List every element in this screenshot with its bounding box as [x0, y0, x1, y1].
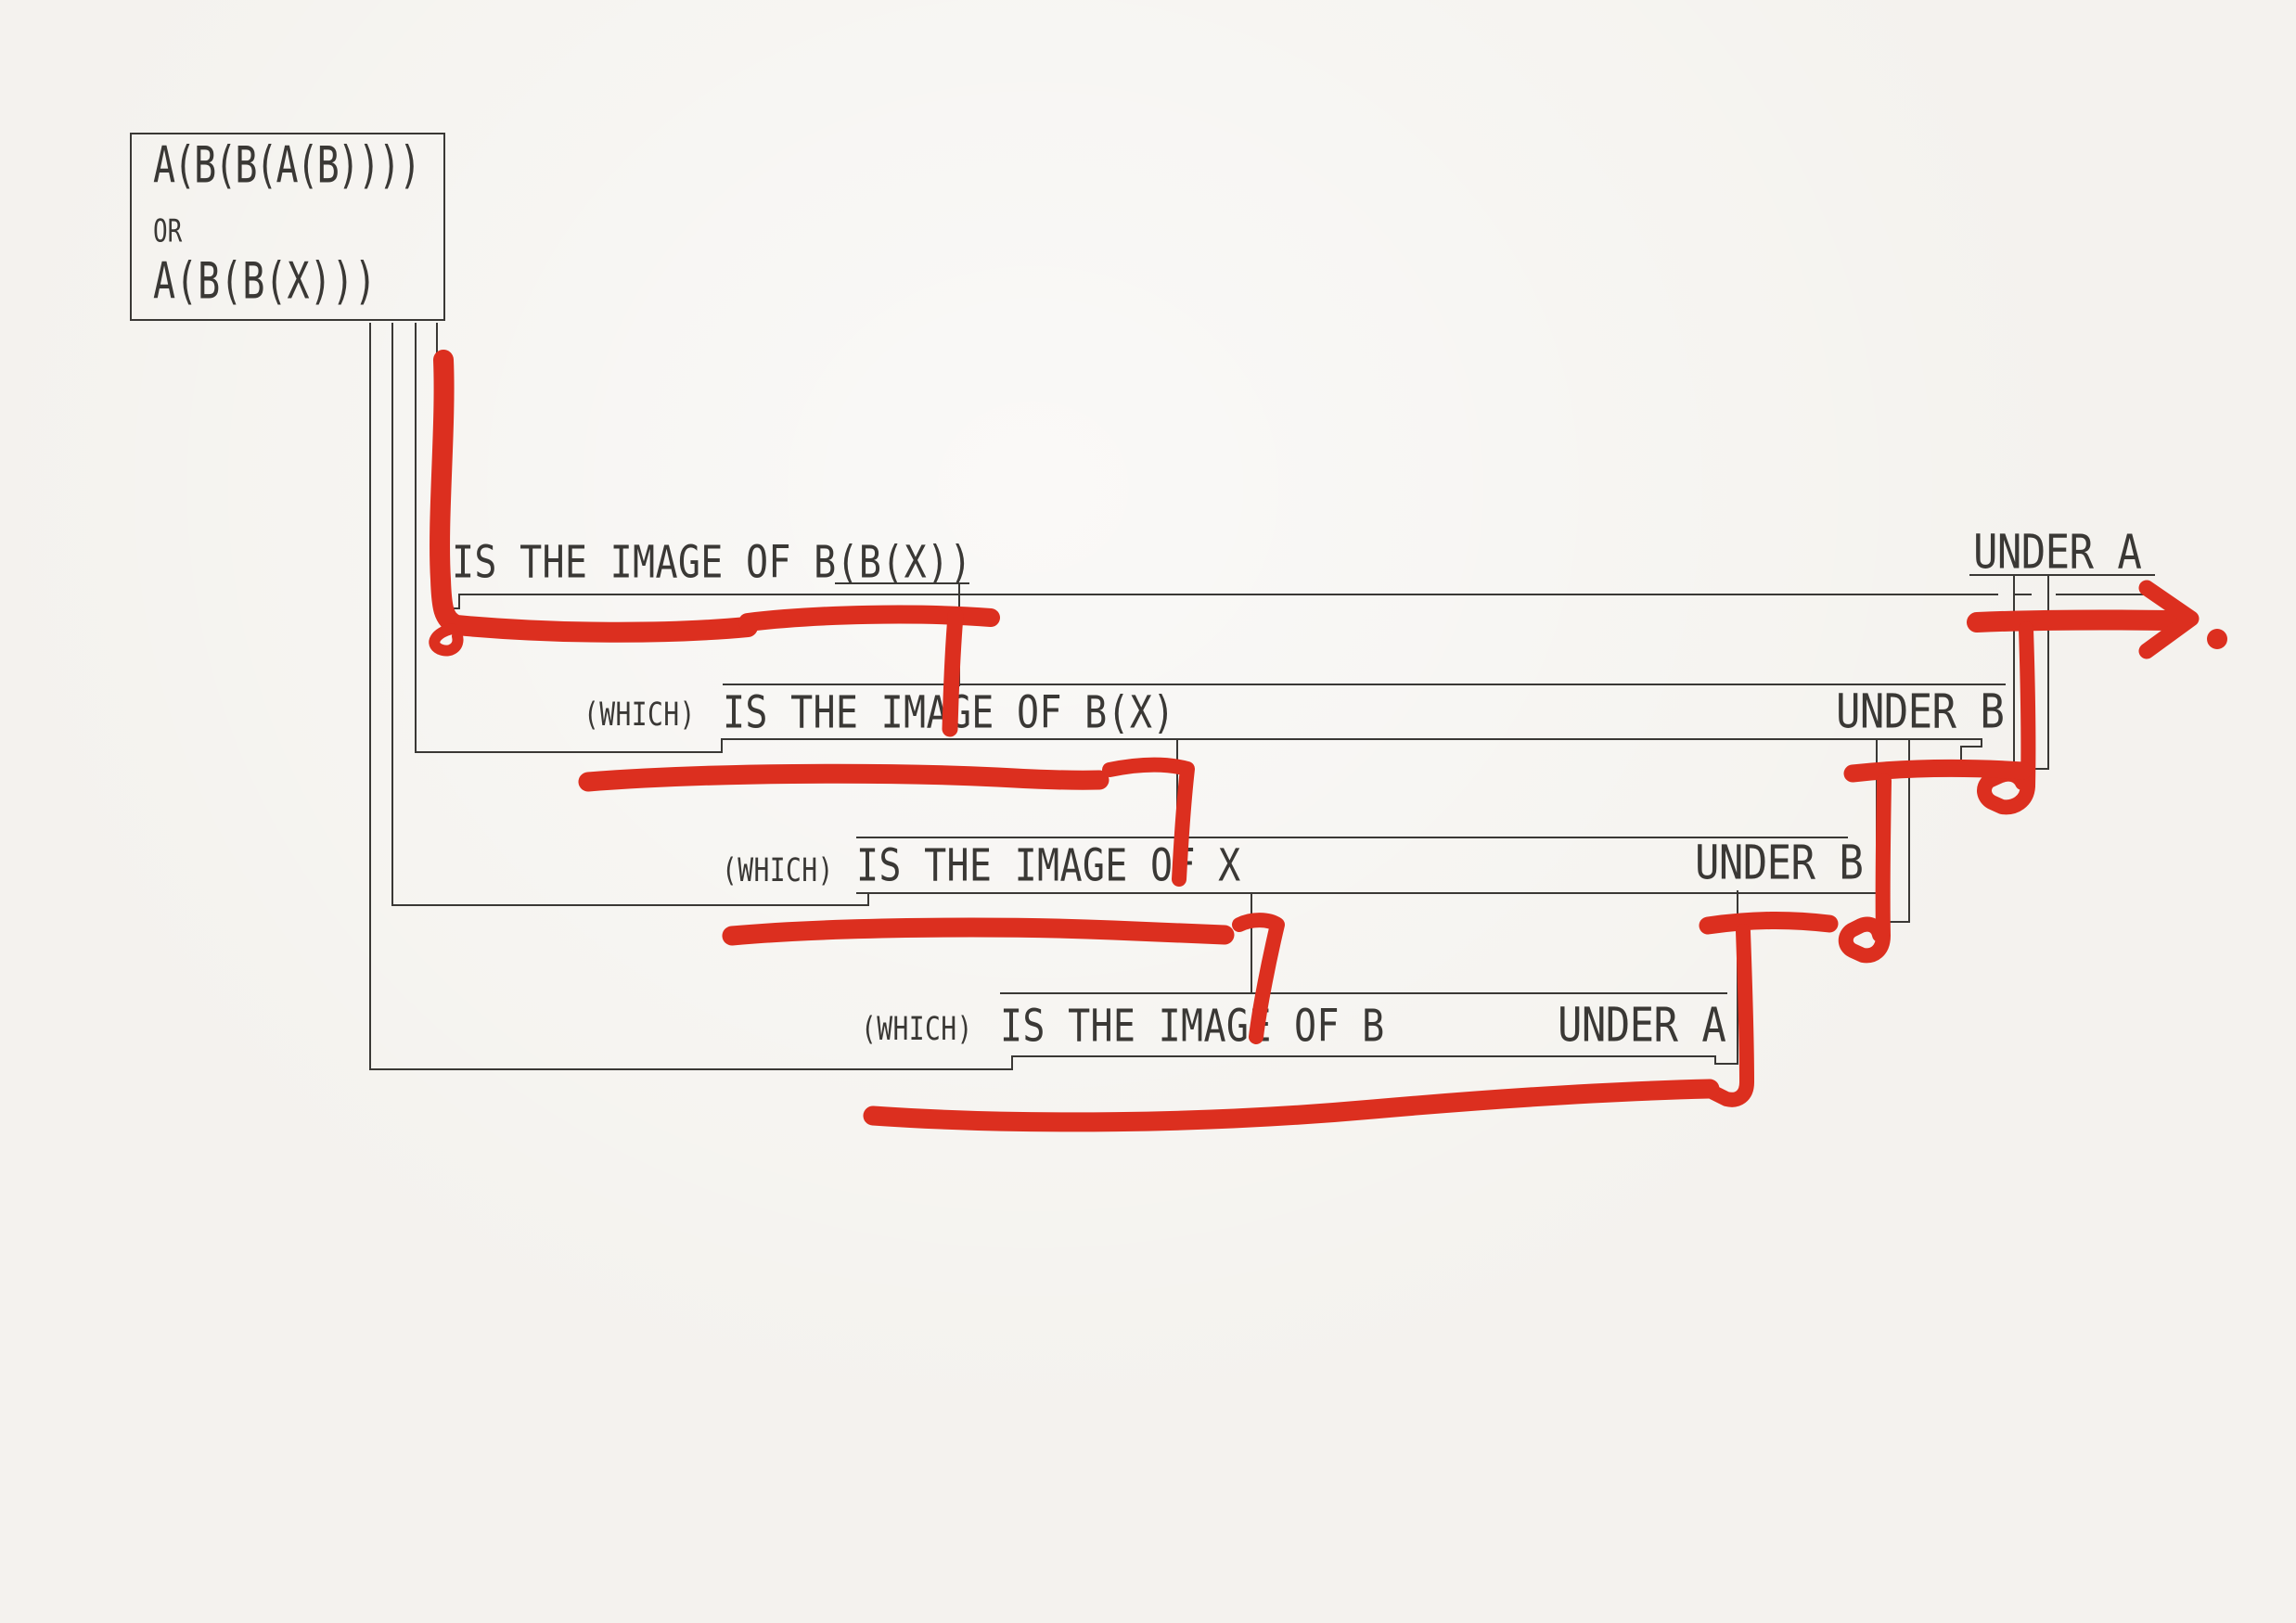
row4-top-line	[1000, 992, 1727, 994]
row2-right-bracket-bottom	[1876, 921, 1910, 923]
row1-under-label: UNDER A	[1973, 525, 2142, 581]
red-corner-blob	[429, 623, 464, 657]
red-row1-argument-underline	[738, 605, 1000, 632]
row2-statement: IS THE IMAGE OF B(X)	[723, 687, 1175, 739]
row3-statement: IS THE IMAGE OF X	[856, 840, 1241, 892]
red-row3-under-underline	[1699, 911, 1839, 935]
or-label: OR	[153, 213, 183, 250]
row2-top-line	[723, 684, 2006, 685]
row4-under-label: UNDER A	[1558, 998, 1726, 1054]
formula-expanded: A(B(B(A(B))))	[153, 136, 421, 196]
row1-left-step-h	[436, 607, 460, 609]
row2-left-step	[721, 738, 723, 753]
row1-main-line	[458, 594, 1998, 595]
row1-argument-underline	[835, 582, 969, 584]
row2-argument-drop	[1176, 739, 1178, 838]
row2-under-label: UNDER B	[1836, 684, 2005, 740]
row2-qualifier: (WHICH)	[584, 695, 696, 734]
box-drop-line-row3	[391, 323, 393, 904]
box-drop-line-row4	[369, 323, 371, 1068]
row2-under-line	[721, 738, 1982, 740]
red-row4-statement-underline	[863, 1079, 1720, 1132]
row1-right-bracket-v2	[2047, 576, 2049, 770]
row1-right-bracket-v1	[2013, 576, 2015, 770]
row1-under-label-underline	[1969, 574, 2155, 576]
row3-left-connector	[391, 904, 869, 906]
row1-row2-link-v	[1960, 746, 1962, 770]
box-drop-line-row2	[415, 323, 417, 753]
red-row3-statement-underline	[722, 917, 1235, 946]
row3-argument-drop	[1251, 892, 1252, 994]
red-result-arrow-shaft	[1967, 609, 2181, 633]
row3-qualifier: (WHICH)	[722, 850, 834, 889]
red-result-arrow-head	[2138, 580, 2200, 659]
row1-statement: IS THE IMAGE OF B(B(X))	[452, 537, 972, 589]
row1-row2-link-step	[1981, 739, 1982, 748]
row1-left-step-v	[458, 594, 460, 609]
row4-qualifier: (WHICH)	[861, 1009, 973, 1048]
row4-under-line	[1011, 1055, 1716, 1057]
row2-left-connector	[415, 751, 723, 753]
row3-top-line	[856, 837, 1848, 838]
row3-left-step	[867, 892, 869, 905]
formula-box	[130, 133, 445, 321]
row2-right-bracket-v1	[1876, 739, 1878, 892]
red-box-drop-stroke	[430, 350, 758, 643]
row4-right-step-h	[1714, 1063, 1738, 1065]
row1-argument-drop	[958, 582, 960, 686]
row3-under-line	[856, 892, 1878, 894]
row4-statement: IS THE IMAGE OF B	[1000, 1001, 1385, 1053]
row2-right-bracket-v2	[1908, 739, 1910, 923]
red-row2-statement-underline	[578, 763, 1110, 792]
row4-left-connector	[369, 1068, 1013, 1070]
row1-line-right-segment	[2056, 594, 2145, 595]
box-drop-line-row1	[436, 323, 438, 609]
formula-substituted: A(B(B(X)))	[153, 252, 377, 312]
row1-line-dash	[2015, 594, 2032, 595]
row1-row2-link-h	[1960, 746, 1982, 748]
row4-left-step	[1011, 1055, 1013, 1069]
red-result-dot	[2207, 629, 2227, 649]
row3-under-label: UNDER B	[1695, 836, 1864, 891]
row3-row4-long-drop	[1737, 890, 1738, 1065]
row1-right-bracket-bottom	[1960, 768, 2049, 770]
